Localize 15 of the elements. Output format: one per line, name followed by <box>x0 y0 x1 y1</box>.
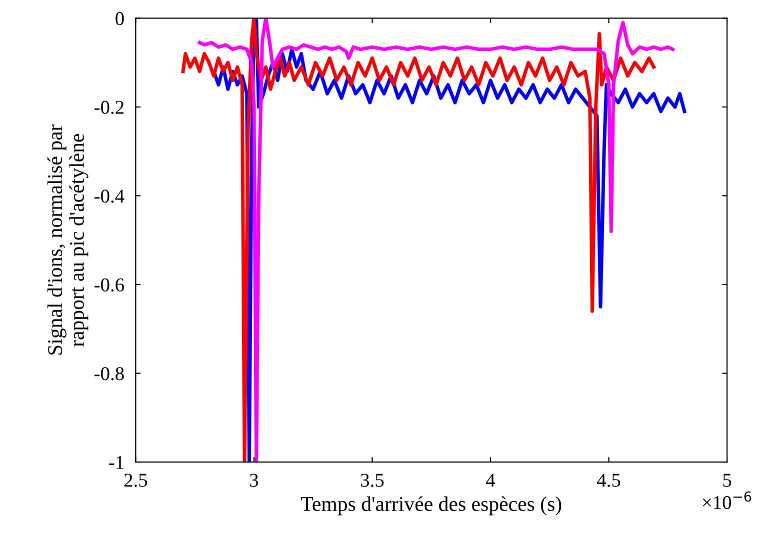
text: ×10$^{−6}$ <box>702 491 752 510</box>
y-tick-label: -1 <box>109 456 124 469</box>
y-tick-label: 0 <box>116 12 124 26</box>
y-tick-label: -0.8 <box>94 367 124 380</box>
x-tick-label: 3.5 <box>361 474 384 487</box>
y-tick-label: -0.2 <box>94 100 124 114</box>
x-tick-label: 2.5 <box>124 474 148 487</box>
x-tick-label: 4.5 <box>597 474 620 487</box>
x-axis-title: Temps d'arrivée des espèces (s) <box>301 496 562 516</box>
y-axis-title: Signal d'ions, normalisé par rapport au pic d'acétylène <box>47 124 88 355</box>
y-tick-label: -0.6 <box>94 278 124 292</box>
y-tick-label: -0.4 <box>94 190 124 203</box>
x-tick-label: 4 <box>486 474 496 487</box>
x-tick-label: 3 <box>250 474 258 487</box>
x-tick-label: 5 <box>723 474 732 487</box>
